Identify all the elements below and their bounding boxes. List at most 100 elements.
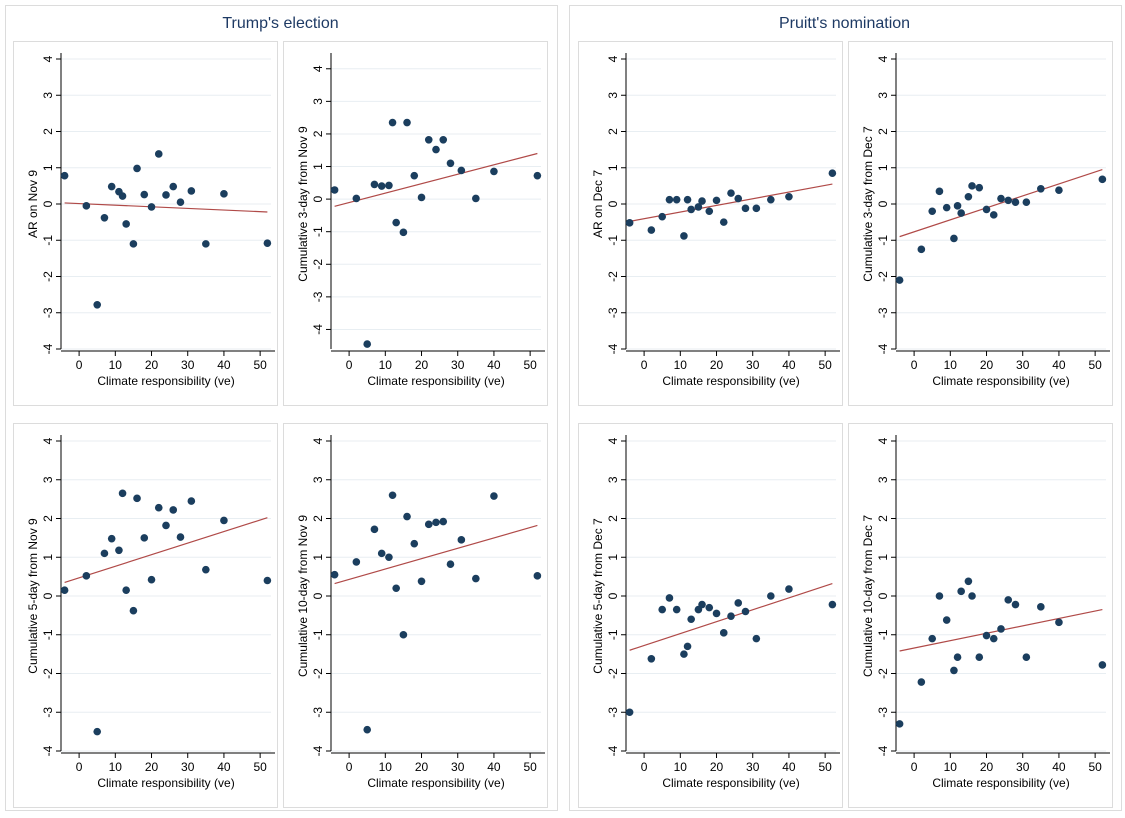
data-point: [107, 182, 116, 191]
y-tick-label: 1: [41, 164, 55, 171]
data-point: [107, 534, 116, 543]
data-point: [392, 584, 400, 593]
data-point: [895, 720, 904, 728]
y-tick-label: 3: [606, 92, 620, 99]
data-point: [377, 182, 386, 190]
data-point: [928, 207, 937, 216]
data-point: [370, 180, 379, 189]
y-tick-label: -2: [606, 271, 620, 282]
x-tick-label: 50: [523, 358, 537, 372]
data-point: [625, 708, 634, 717]
data-point: [385, 553, 393, 562]
data-point: [1004, 196, 1013, 205]
y-tick-label: -3: [876, 707, 890, 718]
data-point: [917, 245, 926, 254]
data-point: [129, 240, 138, 248]
data-point: [741, 204, 750, 213]
x-tick-label: 40: [217, 760, 231, 774]
y-tick-label: -1: [876, 629, 890, 640]
y-tick-label: -2: [311, 259, 325, 270]
data-point: [187, 497, 196, 505]
y-tick-label: 0: [876, 592, 890, 599]
data-point: [982, 631, 991, 640]
data-point: [140, 534, 149, 542]
y-tick-label: -4: [311, 745, 325, 756]
data-point: [82, 202, 91, 210]
x-tick-label: 50: [1088, 358, 1102, 372]
y-tick-label: -1: [41, 629, 55, 640]
data-point: [828, 600, 837, 609]
data-point: [953, 653, 962, 662]
data-point: [202, 565, 210, 574]
data-point: [719, 629, 728, 637]
y-tick-label: 3: [606, 476, 620, 483]
x-tick-label: 20: [415, 760, 429, 774]
y-tick-label: -1: [876, 235, 890, 246]
data-point: [698, 197, 706, 205]
data-point: [1004, 596, 1013, 604]
data-point: [672, 195, 681, 204]
data-point: [154, 150, 163, 158]
fit-line: [64, 517, 268, 584]
y-tick-label: 2: [41, 128, 55, 135]
data-point: [727, 612, 735, 620]
data-point: [439, 517, 448, 526]
data-point: [432, 145, 440, 154]
data-point: [140, 190, 149, 199]
data-point: [457, 536, 466, 544]
x-tick-label: 40: [1052, 760, 1066, 774]
y-tick-label: -3: [606, 707, 620, 718]
x-tick-label: 50: [818, 358, 832, 372]
x-tick-label: 50: [818, 760, 832, 774]
data-point: [942, 203, 951, 212]
data-point: [60, 171, 69, 180]
panel-3day-dec7: -4 -3 -2 -1 0 1 2 3 4 0 10 20 30 40 50 Climate responsi…: [848, 41, 1113, 406]
y-tick-label: 0: [876, 200, 890, 207]
x-tick-label: 10: [379, 358, 393, 372]
y-tick-label: -4: [876, 745, 890, 756]
x-tick-label: 0: [76, 760, 83, 774]
y-tick-label: 4: [311, 65, 325, 72]
panel-ar-dec7: -4 -3 -2 -1 0 1 2 3 4 0 10 20 30 40 50 Climate responsi…: [578, 41, 843, 406]
data-point: [935, 187, 944, 196]
y-tick-label: 2: [876, 128, 890, 135]
data-point: [683, 642, 692, 651]
y-axis-title: Cumulative 3-day from Dec 7: [861, 126, 875, 282]
data-point: [100, 549, 109, 558]
fit-line: [334, 524, 538, 585]
data-point: [388, 491, 397, 500]
data-point: [1022, 198, 1031, 206]
y-tick-label: 1: [876, 554, 890, 561]
fit-line: [334, 152, 538, 207]
data-point: [950, 234, 958, 243]
data-point: [169, 182, 178, 191]
y-tick-label: -4: [606, 745, 620, 756]
x-axis-title: Climate responsibility (ve): [97, 374, 234, 388]
data-point: [752, 634, 761, 643]
x-tick-label: 30: [1016, 358, 1030, 372]
data-point: [1011, 600, 1020, 609]
data-point: [1098, 661, 1107, 669]
data-point: [392, 218, 400, 227]
data-point: [122, 586, 130, 594]
x-tick-label: 10: [944, 760, 958, 774]
x-tick-label: 40: [487, 358, 501, 372]
y-tick-label: 1: [311, 554, 325, 561]
data-point: [997, 625, 1005, 633]
data-point: [957, 209, 965, 217]
data-point: [352, 194, 361, 203]
data-point: [176, 198, 185, 206]
group-title-pruitt: Pruitt's nomination: [778, 15, 911, 32]
data-point: [417, 193, 426, 202]
fit-line: [64, 202, 268, 213]
data-point: [741, 607, 750, 616]
data-point: [975, 653, 984, 662]
x-tick-label: 0: [911, 760, 918, 774]
data-point: [950, 666, 958, 675]
data-point: [472, 194, 480, 203]
y-tick-label: 2: [311, 515, 325, 522]
data-point: [935, 592, 944, 600]
